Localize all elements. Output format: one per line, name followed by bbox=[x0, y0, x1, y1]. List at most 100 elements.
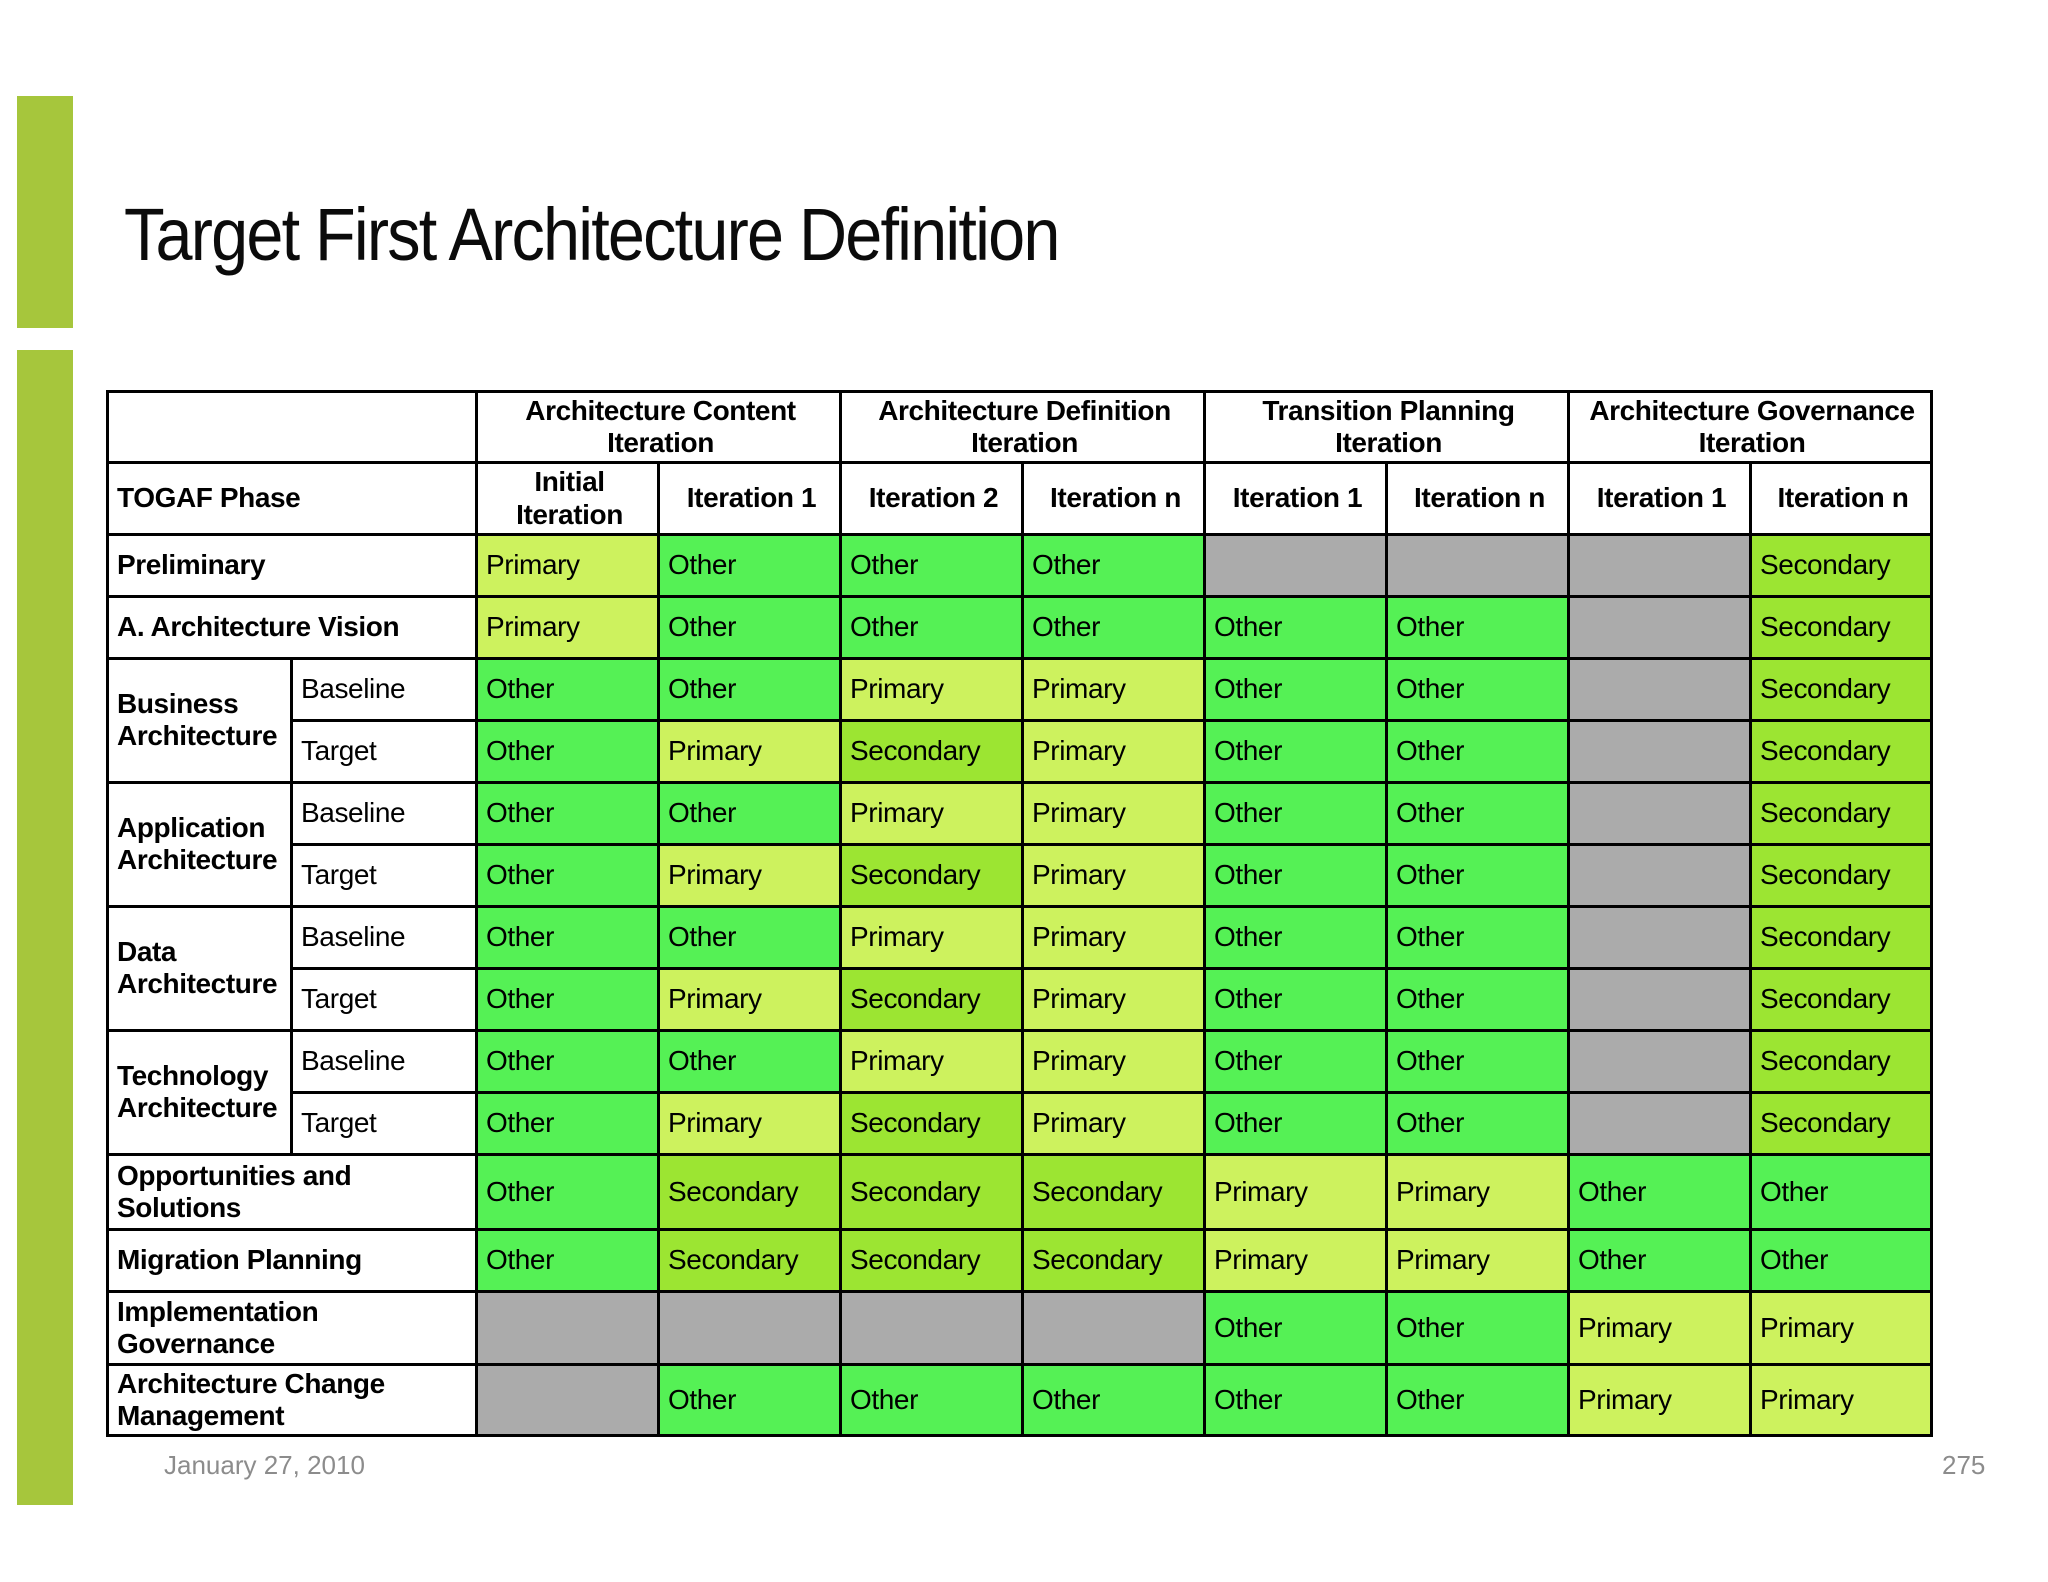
matrix-cell: Secondary bbox=[1748, 904, 1934, 970]
matrix-cell: Other bbox=[1203, 656, 1388, 722]
matrix-cell: Primary bbox=[657, 966, 842, 1032]
iteration-column-header: Iteration 1 bbox=[1567, 461, 1752, 536]
matrix-cell: Secondary bbox=[1748, 1028, 1934, 1094]
iteration-column-header: Initial Iteration bbox=[475, 461, 660, 536]
matrix-cell: Other bbox=[1567, 1227, 1752, 1293]
phase-cell: Business Architecture bbox=[106, 656, 293, 784]
matrix-cell: Primary bbox=[1021, 1028, 1206, 1094]
matrix-cell: Primary bbox=[475, 594, 660, 660]
matrix-cell: Other bbox=[1021, 1362, 1206, 1438]
matrix-cell: Other bbox=[1203, 780, 1388, 846]
matrix-cell: Other bbox=[839, 532, 1024, 598]
matrix-cell bbox=[839, 1289, 1024, 1366]
matrix-cell: Secondary bbox=[839, 718, 1024, 784]
matrix-cell: Other bbox=[657, 594, 842, 660]
phase-variant-cell: Baseline bbox=[290, 656, 478, 722]
matrix-cell: Primary bbox=[839, 1028, 1024, 1094]
matrix-cell bbox=[1567, 780, 1752, 846]
table-row: Business Architecture Baseline Other Other P… bbox=[106, 656, 1934, 784]
group-header-cell: Transition Planning Iteration bbox=[1203, 389, 1570, 465]
iteration-column-header: Iteration n bbox=[1748, 461, 1934, 536]
matrix-cell: Other bbox=[1567, 1152, 1752, 1231]
matrix-cell: Other bbox=[1385, 656, 1570, 722]
page-number: 275 bbox=[1942, 1450, 1986, 1480]
matrix-cell: Other bbox=[1385, 1090, 1570, 1156]
page-title: Target First Architecture Definition bbox=[124, 193, 1060, 276]
matrix-cell: Secondary bbox=[839, 966, 1024, 1032]
matrix-cell: Other bbox=[475, 780, 660, 846]
phase-variant-cell: Baseline bbox=[290, 1028, 478, 1094]
matrix-cell: Other bbox=[1385, 1028, 1570, 1094]
matrix-cell: Other bbox=[1385, 780, 1570, 846]
matrix-cell: Other bbox=[1385, 842, 1570, 908]
table-row: Opportunities and Solutions Other Secondar… bbox=[106, 1152, 1934, 1231]
matrix-cell: Other bbox=[475, 842, 660, 908]
matrix-cell: Primary bbox=[1021, 904, 1206, 970]
matrix-cell: Primary bbox=[1021, 842, 1206, 908]
table-row: Architecture Change Management Other Other… bbox=[106, 1362, 1934, 1438]
matrix-cell bbox=[1567, 1028, 1752, 1094]
matrix-cell bbox=[1567, 904, 1752, 970]
phase-cell: Migration Planning bbox=[106, 1227, 478, 1293]
phase-variant-cell: Target bbox=[290, 1090, 478, 1156]
matrix-cell: Other bbox=[1203, 842, 1388, 908]
phase-variant-cell: Target bbox=[290, 966, 478, 1032]
matrix-cell: Primary bbox=[1021, 1090, 1206, 1156]
matrix-cell: Other bbox=[1385, 904, 1570, 970]
phase-cell: Implementation Governance bbox=[106, 1289, 478, 1366]
table-row: Data Architecture Baseline Other Other Prima… bbox=[106, 904, 1934, 1032]
matrix-cell: Other bbox=[1203, 1289, 1388, 1366]
matrix-cell: Other bbox=[1748, 1152, 1934, 1231]
matrix-cell: Primary bbox=[1748, 1362, 1934, 1438]
matrix-cell bbox=[475, 1362, 660, 1438]
matrix-cell: Secondary bbox=[1021, 1227, 1206, 1293]
matrix-cell bbox=[657, 1289, 842, 1366]
matrix-cell: Secondary bbox=[839, 1227, 1024, 1293]
iteration-column-header: Iteration 1 bbox=[1203, 461, 1388, 536]
matrix-cell: Other bbox=[657, 656, 842, 722]
matrix-cell: Primary bbox=[1021, 718, 1206, 784]
matrix-cell: Primary bbox=[1567, 1289, 1752, 1366]
matrix-cell: Primary bbox=[657, 842, 842, 908]
iteration-column-header: Iteration 1 bbox=[657, 461, 842, 536]
matrix-cell: Other bbox=[839, 594, 1024, 660]
matrix-cell: Primary bbox=[1203, 1227, 1388, 1293]
group-header-cell: Architecture Definition Iteration bbox=[839, 389, 1206, 465]
phase-cell: Application Architecture bbox=[106, 780, 293, 908]
table-corner-cell bbox=[106, 389, 478, 465]
matrix-cell bbox=[1567, 966, 1752, 1032]
table-row: Preliminary Primary Other Other Other Seconda… bbox=[106, 532, 1934, 598]
matrix-cell: Other bbox=[475, 718, 660, 784]
table-row: Application Architecture Baseline Other Oth… bbox=[106, 780, 1934, 908]
matrix-cell: Other bbox=[657, 1362, 842, 1438]
table-row: Target Other Primary Secondary Primary Other O… bbox=[108, 718, 1934, 784]
matrix-cell: Other bbox=[1203, 1028, 1388, 1094]
matrix-cell: Other bbox=[1203, 1362, 1388, 1438]
matrix-cell: Other bbox=[1385, 594, 1570, 660]
matrix-cell: Other bbox=[1021, 594, 1206, 660]
iteration-matrix-table: Architecture Content Iteration Architectu… bbox=[106, 389, 1934, 1438]
matrix-cell: Other bbox=[475, 1090, 660, 1156]
matrix-cell: Other bbox=[1385, 1289, 1570, 1366]
matrix-cell: Secondary bbox=[1748, 656, 1934, 722]
group-header-cell: Architecture Governance Iteration bbox=[1566, 389, 1934, 465]
matrix-cell: Other bbox=[657, 532, 842, 598]
matrix-cell bbox=[1567, 656, 1752, 722]
phase-column-header: TOGAF Phase bbox=[106, 461, 478, 536]
group-header-cell: Architecture Content Iteration bbox=[475, 389, 842, 465]
table-row: Implementation Governance Other Other Prima… bbox=[106, 1289, 1934, 1366]
matrix-cell: Secondary bbox=[1748, 1090, 1934, 1156]
matrix-cell: Primary bbox=[1385, 1227, 1570, 1293]
matrix-cell bbox=[1567, 1090, 1752, 1156]
iteration-column-header: Iteration n bbox=[1385, 461, 1570, 536]
accent-bar-top bbox=[17, 96, 73, 328]
matrix-cell: Secondary bbox=[1748, 594, 1934, 660]
table-row: Target Other Primary Secondary Primary Other O… bbox=[108, 1090, 1934, 1156]
footer-date: January 27, 2010 bbox=[164, 1450, 365, 1480]
matrix-cell: Other bbox=[657, 1028, 842, 1094]
matrix-cell: Secondary bbox=[1748, 718, 1934, 784]
matrix-cell: Other bbox=[1203, 718, 1388, 784]
matrix-cell: Other bbox=[475, 1028, 660, 1094]
matrix-cell: Primary bbox=[1748, 1289, 1934, 1366]
matrix-cell bbox=[1385, 532, 1570, 598]
